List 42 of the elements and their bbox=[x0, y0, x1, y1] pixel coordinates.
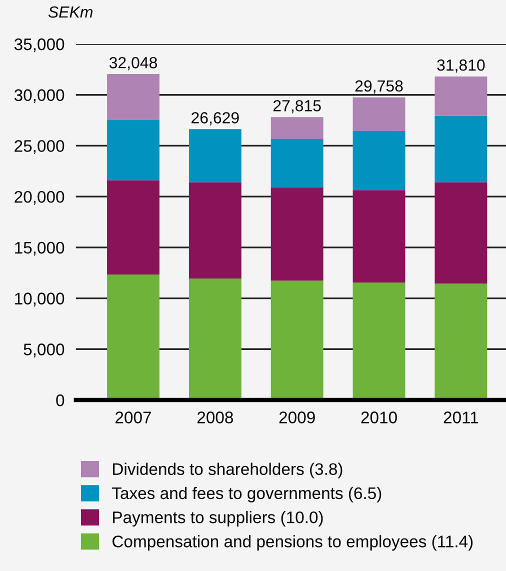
bar bbox=[434, 116, 488, 182]
bar bbox=[352, 190, 406, 283]
bar bbox=[188, 129, 242, 182]
legend-label: Payments to suppliers (10.0) bbox=[113, 511, 323, 527]
bar bbox=[107, 180, 160, 274]
y-tick-label: 5,000 bbox=[24, 344, 64, 358]
x-tick-label: 2007 bbox=[116, 412, 151, 424]
y-tick-label: 35,000 bbox=[14, 38, 64, 52]
total-label: 27,815 bbox=[273, 100, 321, 114]
bar bbox=[270, 139, 324, 188]
bar bbox=[188, 182, 242, 279]
x-tick-label: 2008 bbox=[197, 412, 233, 424]
bar bbox=[352, 130, 406, 190]
legend-label: Compensation and pensions to employees (11.4) bbox=[112, 535, 473, 551]
legend-label: Taxes and fees to governments (6.5) bbox=[112, 486, 382, 502]
bar bbox=[352, 282, 406, 400]
y-tick-label: 20,000 bbox=[14, 190, 64, 205]
x-tick-label: 2011 bbox=[444, 412, 478, 424]
y-axis-title: SEKm bbox=[48, 6, 92, 18]
y-tick-label: 10,000 bbox=[15, 292, 64, 306]
bar bbox=[352, 97, 406, 131]
x-tick-label: 2010 bbox=[361, 412, 397, 424]
bar bbox=[270, 117, 324, 139]
bar bbox=[434, 284, 488, 400]
bar bbox=[107, 74, 160, 120]
total-label: 31,810 bbox=[437, 59, 485, 73]
total-label: 29,758 bbox=[355, 80, 403, 94]
bar bbox=[107, 120, 160, 180]
bar bbox=[434, 76, 488, 116]
y-tick-label: 0 bbox=[56, 394, 64, 406]
bar bbox=[107, 274, 160, 400]
x-tick-label: 2009 bbox=[279, 412, 315, 424]
y-tick-label: 25,000 bbox=[14, 140, 64, 154]
total-label: 32,048 bbox=[109, 57, 157, 70]
legend-label: Dividends to shareholders (3.8) bbox=[113, 462, 342, 478]
bar bbox=[270, 187, 324, 281]
total-label: 26,629 bbox=[192, 112, 239, 126]
y-tick-label: 30,000 bbox=[14, 89, 64, 104]
bar bbox=[270, 280, 324, 400]
bar bbox=[188, 278, 242, 400]
y-tick-label: 15,000 bbox=[15, 242, 64, 256]
bar bbox=[434, 182, 488, 284]
